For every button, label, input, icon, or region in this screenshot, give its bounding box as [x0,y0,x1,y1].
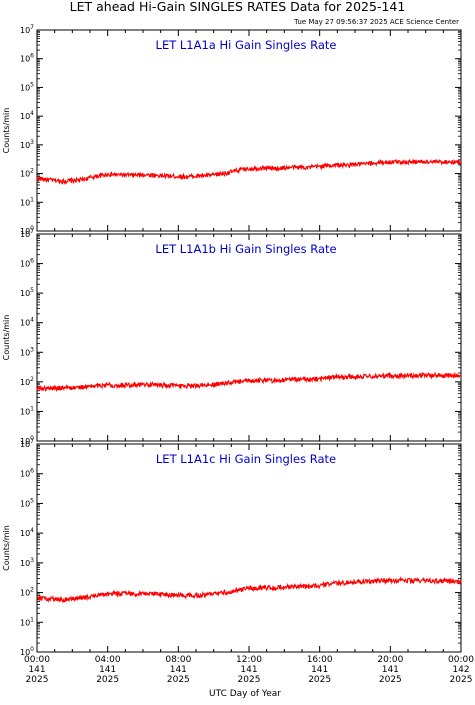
x-tick-year: 2025 [450,675,473,685]
x-tick-year: 2025 [238,675,261,685]
series-line-3 [36,576,462,604]
plot-frame [36,443,462,653]
y-tick-label: 100 [20,646,34,657]
y-tick-label: 105 [20,81,34,92]
x-tick-year: 2025 [308,675,331,685]
y-tick-label: 101 [20,196,34,207]
y-tick-label: 101 [20,405,34,416]
x-tick-doy: 141 [240,665,257,675]
panel-title: LET L1A1a Hi Gain Singles Rate [156,38,337,52]
y-tick-label: 107 [20,24,34,35]
y-tick-label: 106 [20,53,34,64]
y-tick-label: 103 [20,139,34,150]
x-tick-time: 08:00 [165,655,191,665]
x-tick-doy: 141 [382,665,399,675]
series-line-1 [36,158,462,186]
x-tick-time: 04:00 [95,655,121,665]
y-tick-label: 103 [20,557,34,568]
y-tick-label: 104 [20,527,34,538]
plot-frame [36,233,462,442]
x-tick-time: 12:00 [236,655,262,665]
timestamp: Tue May 27 09:56:37 2025 ACE Science Cen… [293,18,459,26]
x-axis: 00:00141202504:00141202508:00141202512:0… [24,655,474,685]
y-axis-label: Counts/min [2,315,11,361]
series-line-2 [36,371,462,393]
x-tick-doy: 141 [99,665,116,675]
x-axis-label: UTC Day of Year [209,689,281,699]
y-tick-label: 107 [20,228,34,239]
x-tick-doy: 141 [311,665,328,675]
x-tick-year: 2025 [96,675,119,685]
x-tick-time: 00:00 [24,655,50,665]
y-tick-label: 102 [20,587,34,598]
y-tick-label: 102 [20,168,34,179]
x-tick-doy: 141 [28,665,45,675]
y-tick-label: 100 [20,435,34,446]
x-tick-year: 2025 [26,675,49,685]
y-tick-label: 105 [20,497,34,508]
panels: 100 101 102 103 104 105 106 107 Counts/min LET L1… [2,24,462,657]
y-tick-label: 103 [20,346,34,357]
plot-frame [36,29,462,232]
x-tick-time: 00:00 [448,655,474,665]
figure-title: LET ahead Hi-Gain SINGLES RATES Data for… [70,0,406,14]
y-tick-label: 106 [20,258,34,269]
panel-title: LET L1A1b Hi Gain Singles Rate [155,242,336,256]
y-axis-label: Counts/min [2,108,11,154]
x-tick-doy: 141 [170,665,187,675]
x-tick-year: 2025 [167,675,190,685]
panel-2: 100 101 102 103 104 105 106 107 Counts/min LET L1… [2,228,462,446]
y-tick-label: 104 [20,110,34,121]
x-tick-time: 16:00 [307,655,333,665]
panel-title: LET L1A1c Hi Gain Singles Rate [156,452,336,466]
y-tick-label: 102 [20,376,34,387]
y-tick-label: 107 [20,438,34,449]
y-tick-label: 104 [20,317,34,328]
panel-1: 100 101 102 103 104 105 106 107 Counts/min LET L1… [2,24,462,236]
y-tick-label: 100 [20,225,34,236]
y-axis-label: Counts/min [2,525,11,571]
y-tick-label: 105 [20,287,34,298]
x-tick-time: 20:00 [377,655,403,665]
x-tick-doy: 142 [452,665,469,675]
y-tick-label: 101 [20,616,34,627]
x-tick-year: 2025 [379,675,402,685]
panel-3: 100 101 102 103 104 105 106 107 Counts/min LET L1… [2,438,462,657]
y-tick-label: 106 [20,468,34,479]
